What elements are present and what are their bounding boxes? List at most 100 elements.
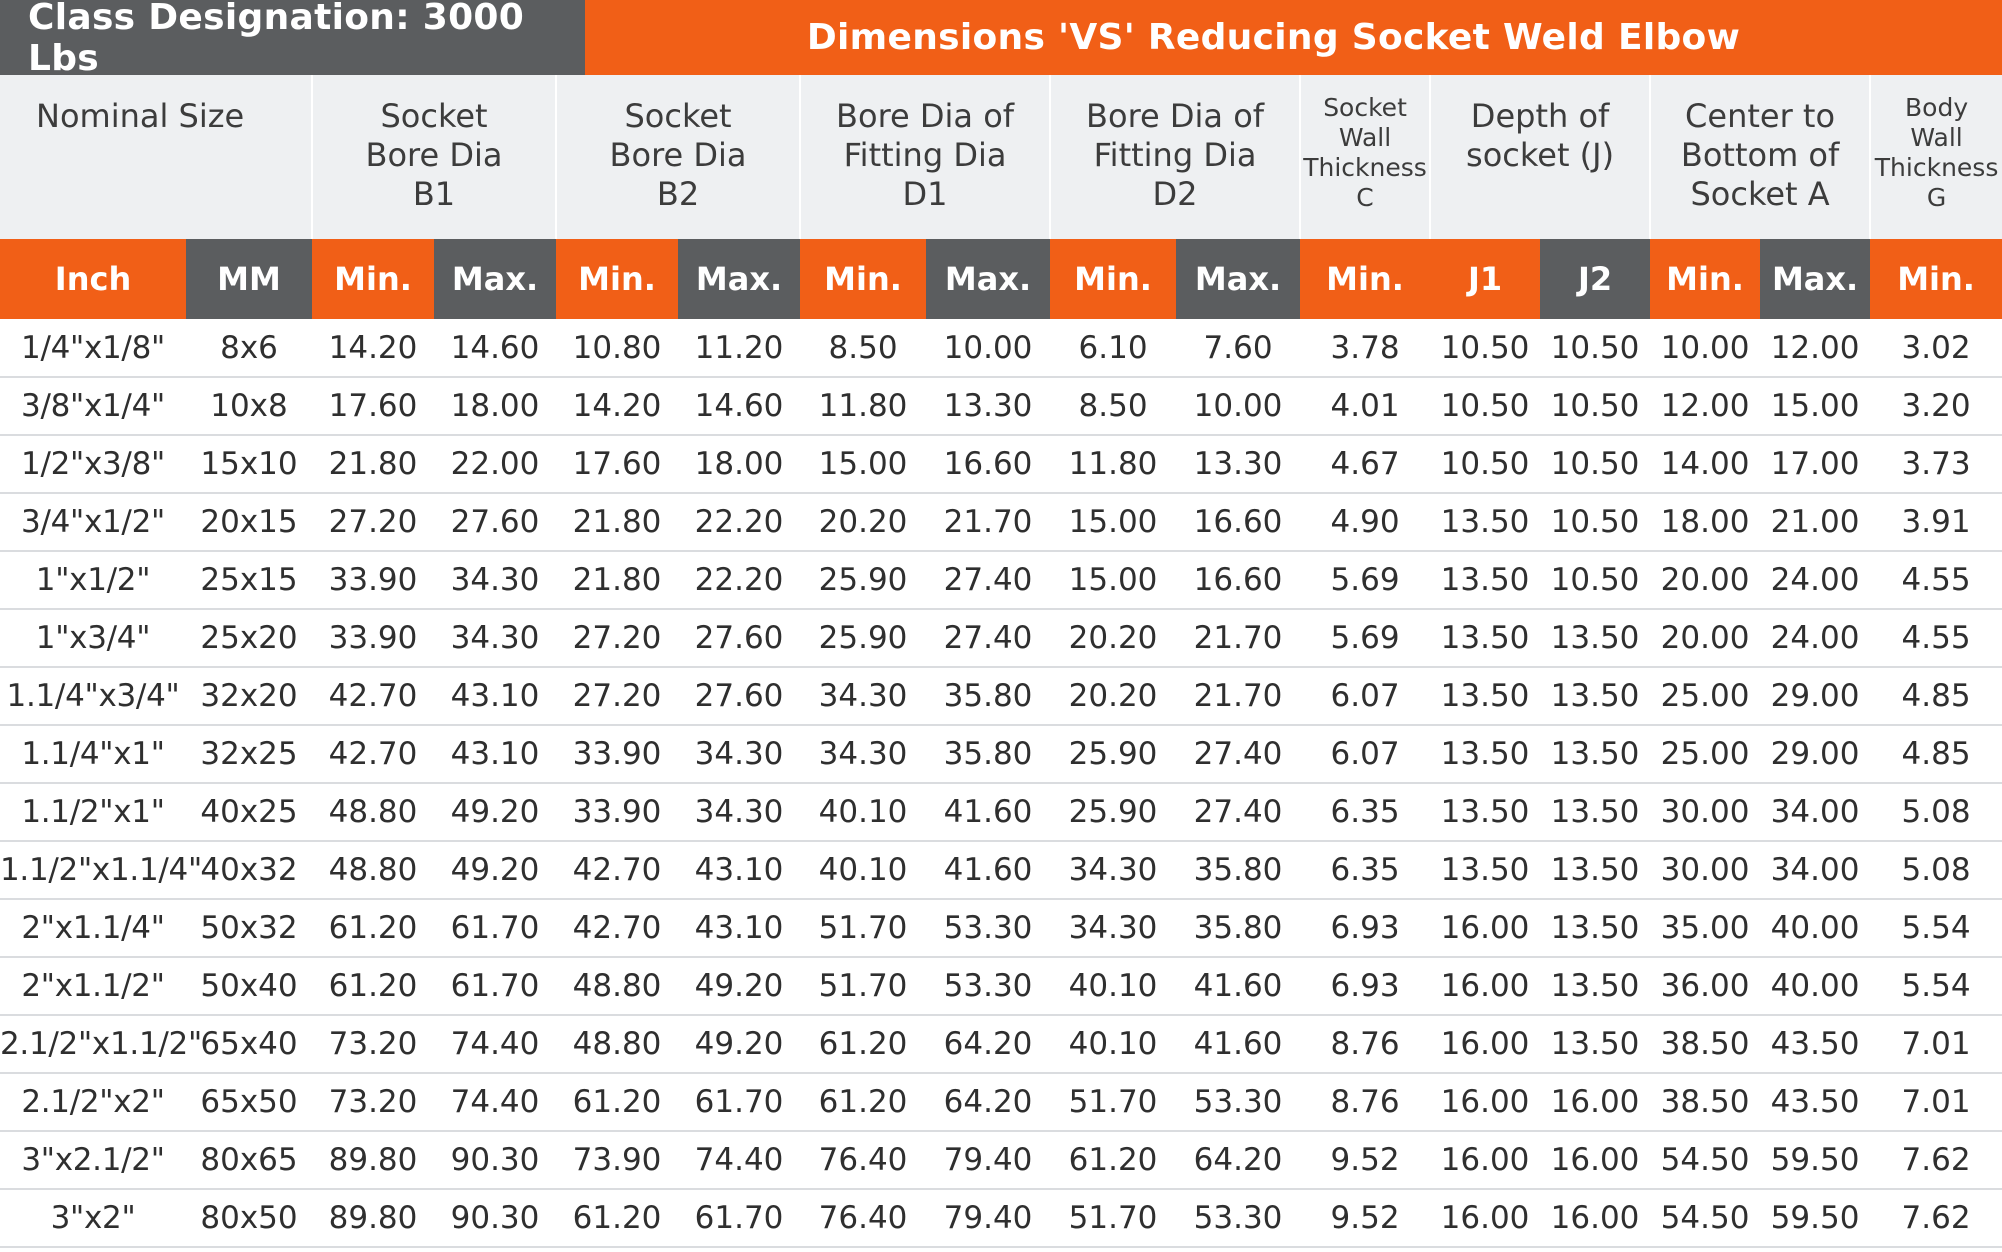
table-row: 1/4"x1/8" 8x6 14.20 14.60 10.80 11.20 8.50 10.0… — [0, 319, 2002, 378]
table-row: 2"x1.1/4" 50x32 61.20 61.70 42.70 43.10 51.70 5… — [0, 899, 2002, 958]
table-cell: 21.70 — [926, 493, 1051, 552]
table-cell: 40.10 — [800, 841, 927, 900]
subheader-cell: MM — [186, 239, 312, 319]
header-line: Thickness — [1874, 153, 1999, 182]
table-cell: 33.90 — [312, 551, 434, 610]
table-cell: 33.90 — [556, 783, 679, 842]
table-cell: 30.00 — [1650, 841, 1761, 900]
table-cell: 11.80 — [800, 377, 927, 436]
header-line: Socket — [1323, 93, 1407, 122]
table-cell: 6.10 — [1050, 319, 1177, 378]
table-cell: 73.20 — [312, 1015, 434, 1074]
table-cell: 29.00 — [1760, 667, 1871, 726]
subheader-cell: Min. — [800, 239, 927, 319]
table-row: 2.1/2"x2" 65x50 73.20 74.40 61.20 61.70 61.20 6… — [0, 1073, 2002, 1132]
header-line: Bore Dia — [365, 136, 503, 174]
table-cell: 9.52 — [1300, 1189, 1431, 1248]
table-cell: 41.60 — [1176, 1015, 1301, 1074]
table-cell: 21.00 — [1760, 493, 1871, 552]
table-cell: 61.20 — [1050, 1131, 1177, 1190]
table-cell: 73.20 — [312, 1073, 434, 1132]
table-cell: 61.20 — [312, 957, 434, 1016]
table-cell: 59.50 — [1760, 1189, 1871, 1248]
table-cell: 10.50 — [1540, 319, 1651, 378]
table-cell: 43.50 — [1760, 1015, 1871, 1074]
table-cell: 7.62 — [1870, 1131, 2002, 1190]
header-socket-bore-dia-b2: Socket Bore Dia B2 — [555, 75, 801, 239]
table-cell: 10.00 — [926, 319, 1051, 378]
table-cell: 65x40 — [186, 1015, 312, 1074]
table-cell: 13.50 — [1430, 783, 1541, 842]
table-cell: 61.20 — [312, 899, 434, 958]
header-nominal-size: Nominal Size — [0, 75, 312, 239]
table-cell: 17.00 — [1760, 435, 1871, 494]
table-cell: 10.50 — [1430, 435, 1541, 494]
header-line: Socket — [624, 97, 732, 135]
table-cell: 42.70 — [556, 899, 679, 958]
table-cell: 25x15 — [186, 551, 312, 610]
table-cell: 61.70 — [678, 1073, 801, 1132]
table-cell: 2.1/2"x1.1/2" — [0, 1015, 202, 1074]
table-cell: 17.60 — [556, 435, 679, 494]
table-cell: 13.50 — [1430, 609, 1541, 668]
table-cell: 64.20 — [926, 1015, 1051, 1074]
table-cell: 51.70 — [1050, 1189, 1177, 1248]
table-cell: 20.20 — [1050, 609, 1177, 668]
table-row: 1.1/2"x1" 40x25 48.80 49.20 33.90 34.30 40.10 4… — [0, 783, 2002, 842]
table-cell: 14.60 — [678, 377, 801, 436]
table-cell: 10.50 — [1540, 493, 1651, 552]
table-cell: 16.00 — [1430, 1073, 1541, 1132]
table-cell: 61.70 — [678, 1189, 801, 1248]
table-cell: 13.30 — [926, 377, 1051, 436]
subheader-cell: Max. — [1176, 239, 1301, 319]
table-cell: 3.73 — [1870, 435, 2002, 494]
table-cell: 21.80 — [312, 435, 434, 494]
header-line: Socket A — [1690, 175, 1830, 213]
table-cell: 1.1/2"x1" — [0, 783, 186, 842]
table-cell: 3.20 — [1870, 377, 2002, 436]
subheader-cell: Max. — [926, 239, 1051, 319]
table-cell: 27.40 — [1176, 783, 1301, 842]
table-cell: 42.70 — [556, 841, 679, 900]
table-cell: 64.20 — [926, 1073, 1051, 1132]
subheader-cell: Min. — [1300, 239, 1431, 319]
header-line: B1 — [412, 175, 456, 213]
header-line: Wall — [1338, 123, 1392, 152]
table-cell: 13.50 — [1430, 551, 1541, 610]
table-cell: 1.1/4"x1" — [0, 725, 186, 784]
table-cell: 5.08 — [1870, 841, 2002, 900]
table-cell: 11.20 — [678, 319, 801, 378]
table-cell: 6.35 — [1300, 783, 1431, 842]
table-cell: 18.00 — [434, 377, 557, 436]
table-cell: 36.00 — [1650, 957, 1761, 1016]
subheader-cell: Min. — [1650, 239, 1761, 319]
table-cell: 79.40 — [926, 1189, 1051, 1248]
table-cell: 61.20 — [800, 1015, 927, 1074]
header-line: Center to — [1685, 97, 1836, 135]
table-cell: 30.00 — [1650, 783, 1761, 842]
table-cell: 48.80 — [312, 841, 434, 900]
table-row: 2"x1.1/2" 50x40 61.20 61.70 48.80 49.20 51.70 5… — [0, 957, 2002, 1016]
table-cell: 16.00 — [1540, 1131, 1651, 1190]
subheader-cell: Max. — [434, 239, 557, 319]
table-cell: 10.80 — [556, 319, 679, 378]
table-cell: 22.00 — [434, 435, 557, 494]
table-cell: 16.00 — [1430, 1131, 1541, 1190]
table-cell: 8.50 — [800, 319, 927, 378]
table-cell: 34.30 — [800, 725, 927, 784]
header-line: G — [1926, 183, 1947, 212]
table-cell: 48.80 — [556, 1015, 679, 1074]
table-row: 1.1/2"x1.1/4" 40x32 48.80 49.20 42.70 43.10 40… — [0, 841, 2002, 900]
table-cell: 6.07 — [1300, 725, 1431, 784]
table-cell: 13.50 — [1540, 725, 1651, 784]
table-cell: 13.50 — [1540, 1015, 1651, 1074]
subheader-cell: J1 — [1430, 239, 1541, 319]
table-cell: 27.20 — [556, 609, 679, 668]
table-cell: 27.60 — [434, 493, 557, 552]
table-cell: 6.93 — [1300, 957, 1431, 1016]
header-center-to-bottom: Center to Bottom of Socket A — [1649, 75, 1871, 239]
table-cell: 40x25 — [186, 783, 312, 842]
header-bore-dia-fitting-d1: Bore Dia of Fitting Dia D1 — [799, 75, 1051, 239]
table-cell: 34.00 — [1760, 783, 1871, 842]
